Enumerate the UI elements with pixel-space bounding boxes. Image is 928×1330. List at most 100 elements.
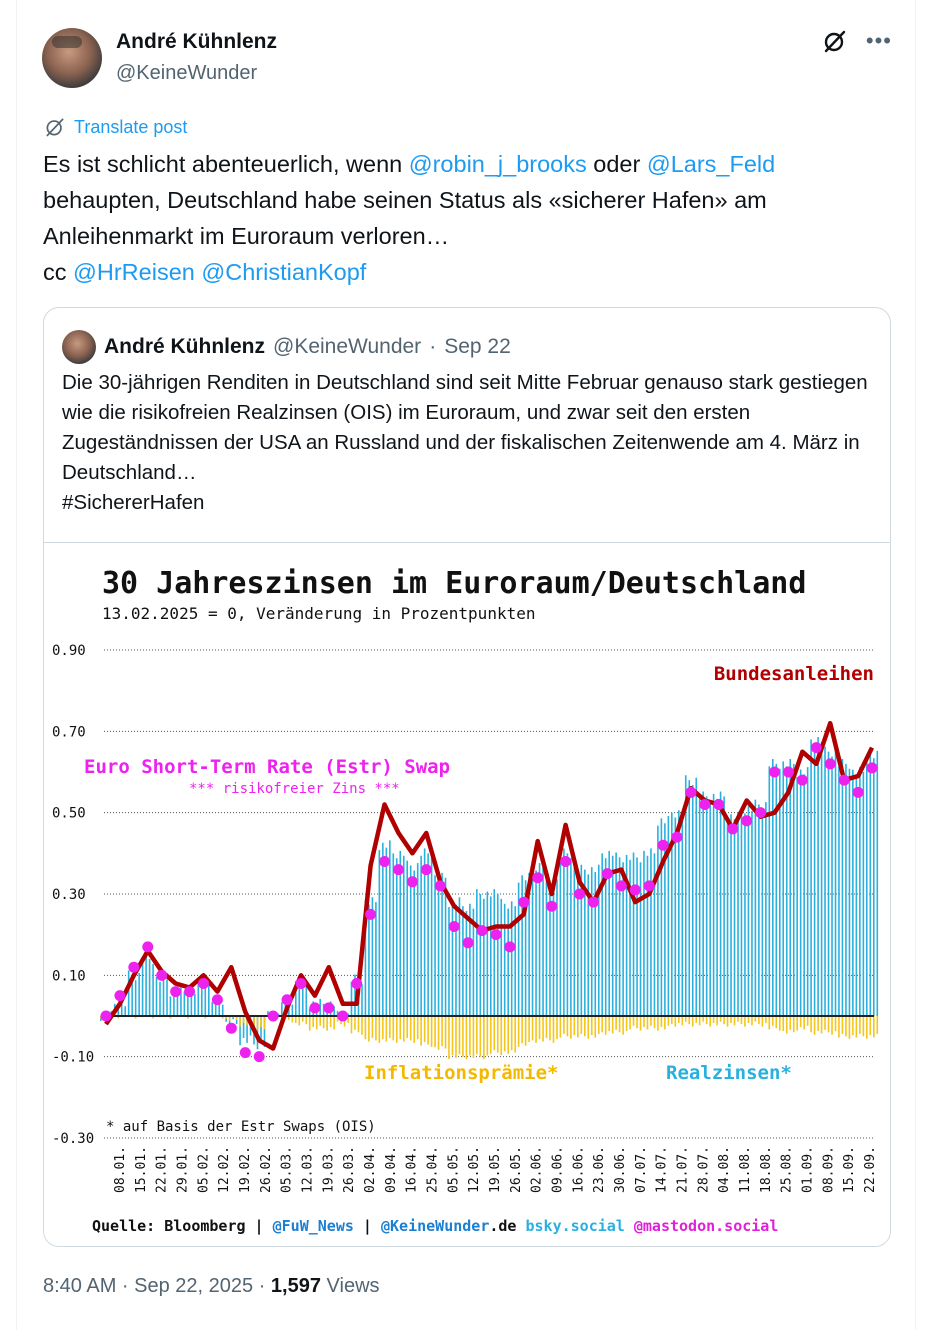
estr-swap-point <box>239 1047 251 1059</box>
real-rate-bar <box>389 840 391 1016</box>
inflation-bar <box>479 1016 482 1057</box>
real-rate-bar <box>678 810 680 1016</box>
x-tick-label: 25.08. <box>780 1146 795 1193</box>
x-tick-label: 25.04. <box>426 1146 441 1193</box>
translate-post-link[interactable]: Translate post <box>44 116 187 138</box>
inflation-bar <box>409 1016 412 1041</box>
real-rate-bar <box>806 767 809 1016</box>
author-name[interactable]: André Kühnlenz <box>116 30 277 53</box>
mention-link[interactable]: @HrReisen <box>73 259 195 285</box>
quoted-post[interactable]: André Kühnlenz @KeineWunder · Sep 22 Die… <box>43 307 891 1247</box>
translate-icon <box>46 118 64 137</box>
real-rate-bar <box>820 741 823 1016</box>
inflation-bar <box>712 1016 715 1023</box>
more-options-icon[interactable]: ••• <box>865 28 892 53</box>
inflation-bar <box>301 1016 304 1022</box>
estr-swap-point <box>197 977 209 989</box>
inflation-bar <box>806 1016 809 1026</box>
real-rate-bar <box>705 796 708 1016</box>
real-rate-bar <box>684 775 687 1016</box>
real-rate-bar <box>674 817 677 1016</box>
real-rate-bar <box>716 798 718 1016</box>
inflation-bar <box>744 1016 746 1027</box>
estr-swap-point <box>365 908 377 920</box>
real-rate-bar <box>131 975 133 1016</box>
mention-link[interactable]: @Lars_Feld <box>646 151 776 177</box>
inflation-bar <box>385 1016 388 1042</box>
chart-svg: 30 Jahreszinsen im Euroraum/Deutschland … <box>52 566 879 1236</box>
inflation-bar <box>469 1016 471 1056</box>
real-rate-bar <box>489 896 492 1016</box>
real-rate-bar <box>761 809 764 1016</box>
inflation-bar <box>573 1016 576 1036</box>
estr-swap-point <box>253 1051 265 1063</box>
estr-swap-point <box>476 925 488 937</box>
inflation-bar <box>308 1016 311 1031</box>
estr-swap-point <box>727 823 739 835</box>
quoted-author-handle: @KeineWunder <box>273 335 422 358</box>
real-rate-bar <box>862 772 865 1016</box>
real-rate-bar <box>646 855 649 1016</box>
inflation-bar <box>242 1016 245 1023</box>
real-rate-bar <box>218 999 221 1016</box>
real-rate-bar <box>604 858 607 1016</box>
estr-swap-point <box>211 994 223 1006</box>
inflation-bar <box>695 1016 698 1023</box>
estr-swap-point <box>532 872 544 884</box>
real-rate-bar <box>796 776 798 1016</box>
inflation-bar <box>312 1016 315 1027</box>
inflation-bar <box>618 1016 621 1033</box>
inflation-bar <box>134 1016 137 1019</box>
estr-swap-point <box>156 969 168 981</box>
real-rate-bar <box>751 811 753 1016</box>
hashtag: #SichererHafen <box>62 491 205 514</box>
real-rate-bar <box>566 853 569 1016</box>
inflation-bar <box>775 1016 778 1029</box>
inflation-bar <box>643 1016 645 1027</box>
real-rate-bar <box>423 848 426 1016</box>
real-rate-bar <box>483 898 485 1016</box>
real-rate-bar <box>824 746 826 1016</box>
estr-swap-point <box>490 929 502 941</box>
x-tick-label: 08.09. <box>821 1146 836 1193</box>
real-rate-bar <box>371 897 374 1016</box>
inflation-bar <box>319 1016 322 1026</box>
estr-swap-point <box>184 986 196 998</box>
real-rate-bar <box>124 1006 127 1016</box>
y-tick-label: 0.50 <box>52 806 86 822</box>
x-tick-label: 16.04. <box>405 1146 420 1193</box>
real-rate-bar <box>615 852 617 1016</box>
inflation-bar <box>291 1016 294 1023</box>
chart-image[interactable]: 30 Jahreszinsen im Euroraum/Deutschland … <box>44 542 890 1246</box>
real-rate-bar <box>493 889 496 1016</box>
real-rate-bar <box>120 1001 123 1016</box>
author-avatar[interactable] <box>42 28 102 88</box>
estr-swap-point <box>448 921 460 933</box>
post-timestamp[interactable]: 8:40 AM · Sep 22, 2025 · <box>43 1275 271 1297</box>
inflation-bar <box>817 1016 819 1032</box>
real-rate-bar <box>535 870 537 1016</box>
grok-icon[interactable] <box>822 28 848 54</box>
inflation-bar <box>556 1016 558 1040</box>
x-tick-label: 19.03. <box>321 1146 336 1193</box>
quoted-post-header: André Kühnlenz @KeineWunder · Sep 22 <box>62 330 511 364</box>
quoted-post-date: Sep 22 <box>444 335 511 358</box>
inflation-bar <box>500 1016 503 1056</box>
estr-swap-point <box>866 762 878 774</box>
mention-link[interactable]: @ChristianKopf <box>201 259 367 285</box>
post-text-part: Es ist schlicht abenteuerlich, wenn <box>43 151 409 177</box>
mention-link[interactable]: @robin_j_brooks <box>408 151 587 177</box>
real-rate-bar <box>737 811 739 1016</box>
inflation-bar <box>542 1016 544 1042</box>
inflation-bar <box>584 1016 586 1037</box>
estr-swap-point <box>587 896 599 908</box>
label-inflationspraemie: Inflationsprämie* <box>364 1062 558 1084</box>
inflation-bar <box>772 1016 774 1026</box>
author-handle[interactable]: @KeineWunder <box>116 62 258 84</box>
inflation-bar <box>608 1016 610 1032</box>
real-rate-bar <box>368 904 370 1016</box>
inflation-bar <box>531 1016 534 1041</box>
real-rate-bar <box>430 858 433 1016</box>
real-rate-bar <box>719 791 722 1016</box>
x-tick-label: 11.08. <box>738 1146 753 1193</box>
